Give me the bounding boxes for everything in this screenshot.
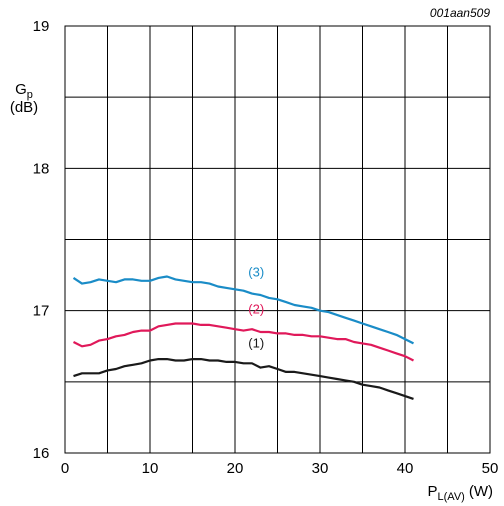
y-tick-labels: 16 17 18 19: [33, 18, 50, 462]
figure-id: 001aan509: [430, 6, 490, 20]
y-axis-label: Gp: [15, 81, 33, 101]
annotation-layer: (1) (2) (3): [248, 265, 264, 351]
x-tick-label: 0: [61, 460, 69, 477]
x-tick-label: 10: [142, 460, 159, 477]
series-label-2: (2): [248, 302, 264, 317]
y-tick-label: 16: [33, 445, 50, 462]
x-tick-labels: 0 10 20 30 40 50: [61, 460, 499, 477]
y-axis-unit: (dB): [10, 99, 38, 116]
series-layer: [72, 275, 414, 400]
y-tick-label: 17: [33, 303, 50, 320]
x-tick-label: 20: [227, 460, 244, 477]
grid: [65, 26, 490, 453]
x-tick-label: 30: [312, 460, 329, 477]
x-tick-label: 40: [397, 460, 414, 477]
series-line-3: [72, 275, 414, 345]
y-tick-label: 19: [33, 18, 50, 35]
plot-frame: [64, 25, 491, 454]
x-axis-label: PL(AV) (W): [428, 483, 493, 503]
y-tick-label: 18: [33, 160, 50, 177]
series-line-1: [73, 358, 414, 400]
series-label-3: (3): [248, 265, 264, 280]
series-label-1: (1): [248, 336, 264, 351]
x-tick-label: 50: [482, 460, 499, 477]
series-line-2: [73, 322, 414, 362]
